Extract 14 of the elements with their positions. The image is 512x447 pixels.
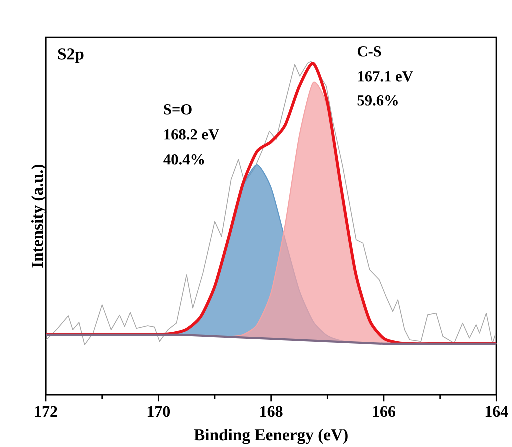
x-axis-title: Binding Eenergy (eV) <box>194 428 348 444</box>
annotation: 59.6% <box>358 95 398 106</box>
annotation: 40.4% <box>164 154 204 165</box>
annotation: S=O <box>164 104 192 115</box>
annotation: 168.2 eV <box>164 129 220 140</box>
x-tick-label: 170 <box>148 406 170 418</box>
chart-title: S2p <box>58 48 84 64</box>
x-tick-label: 166 <box>373 406 396 418</box>
x-tick-label: 164 <box>486 406 508 418</box>
y-axis-title: Intensity (a.u.) <box>31 165 47 268</box>
x-tick-label: 172 <box>35 406 58 417</box>
text: C-S <box>358 46 382 57</box>
annotation: 167.1 eV <box>358 71 414 82</box>
x-tick-label: 168 <box>260 406 283 418</box>
